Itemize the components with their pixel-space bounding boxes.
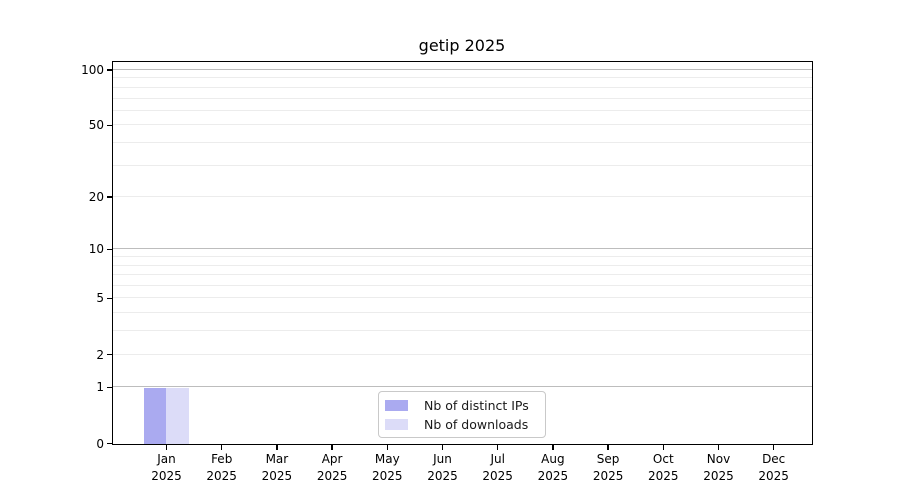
y-tick-label: 5 bbox=[96, 291, 104, 306]
bar-distinct-ips bbox=[143, 387, 166, 444]
x-tick bbox=[552, 444, 554, 450]
y-tick bbox=[107, 353, 113, 356]
x-tick-label: Mar 2025 bbox=[261, 452, 293, 483]
x-tick-label: Dec 2025 bbox=[758, 452, 789, 483]
y-tick-label: 0 bbox=[96, 436, 104, 451]
y-tick bbox=[107, 69, 113, 71]
x-tick-label: Jul 2025 bbox=[482, 452, 513, 483]
gridline-minor bbox=[112, 77, 812, 79]
gridline-minor bbox=[112, 330, 812, 332]
gridline-minor bbox=[112, 274, 812, 276]
y-tick bbox=[107, 196, 113, 198]
y-tick bbox=[107, 297, 113, 300]
y-tick bbox=[107, 386, 113, 389]
x-tick bbox=[662, 444, 664, 450]
chart-title: getip 2025 bbox=[418, 36, 506, 55]
gridline-minor bbox=[112, 285, 812, 287]
x-tick bbox=[221, 444, 223, 450]
y-tick-label: 1 bbox=[96, 380, 104, 395]
gridline-major bbox=[112, 386, 812, 388]
legend: Nb of distinct IPs Nb of downloads bbox=[378, 391, 546, 438]
gridline-minor bbox=[112, 164, 812, 166]
x-tick bbox=[717, 444, 720, 450]
gridline-major bbox=[112, 248, 812, 250]
x-tick-label: Jun 2025 bbox=[427, 452, 458, 483]
y-tick bbox=[107, 248, 113, 251]
gridline-minor bbox=[112, 353, 812, 355]
legend-item: Nb of distinct IPs bbox=[385, 398, 537, 413]
y-tick-label: 100 bbox=[81, 63, 104, 77]
gridline-major bbox=[112, 69, 812, 70]
x-tick bbox=[165, 444, 168, 450]
y-tick bbox=[107, 442, 113, 445]
gridline-minor bbox=[112, 124, 812, 126]
x-tick bbox=[276, 444, 278, 450]
plot-area bbox=[111, 60, 813, 445]
x-tick-label: Nov 2025 bbox=[703, 452, 734, 483]
legend-swatch bbox=[385, 418, 408, 430]
y-tick-label: 2 bbox=[96, 347, 104, 362]
y-tick-label: 20 bbox=[88, 190, 104, 205]
gridline-minor bbox=[112, 196, 812, 198]
gridline-minor bbox=[112, 297, 812, 299]
y-tick bbox=[107, 124, 113, 126]
gridline-minor bbox=[112, 109, 812, 111]
gridline-minor bbox=[112, 141, 812, 143]
x-tick bbox=[497, 444, 499, 450]
legend-item: Nb of downloads bbox=[385, 417, 537, 432]
gridline-minor bbox=[112, 97, 812, 99]
x-tick bbox=[331, 444, 333, 450]
x-tick-label: Sep 2025 bbox=[592, 452, 624, 483]
x-tick-label: Apr 2025 bbox=[316, 452, 348, 483]
x-tick-label: Oct 2025 bbox=[648, 452, 679, 483]
bar-downloads bbox=[166, 387, 189, 444]
gridline-minor bbox=[112, 86, 812, 88]
y-tick-label: 10 bbox=[88, 242, 104, 257]
gridline-minor bbox=[112, 312, 812, 314]
x-tick bbox=[773, 444, 775, 450]
x-tick bbox=[386, 444, 388, 450]
x-tick bbox=[441, 444, 444, 450]
legend-label: Nb of downloads bbox=[424, 416, 529, 432]
legend-label: Nb of distinct IPs bbox=[424, 397, 529, 413]
x-tick-label: Jan 2025 bbox=[151, 452, 182, 483]
x-tick-label: May 2025 bbox=[372, 452, 403, 483]
x-tick-label: Feb 2025 bbox=[206, 452, 237, 483]
legend-swatch bbox=[385, 399, 408, 411]
gridline-minor bbox=[112, 256, 812, 258]
x-tick-label: Aug 2025 bbox=[537, 452, 569, 483]
gridline-minor bbox=[112, 264, 812, 266]
y-tick-label: 50 bbox=[88, 118, 104, 133]
x-tick bbox=[607, 444, 609, 450]
